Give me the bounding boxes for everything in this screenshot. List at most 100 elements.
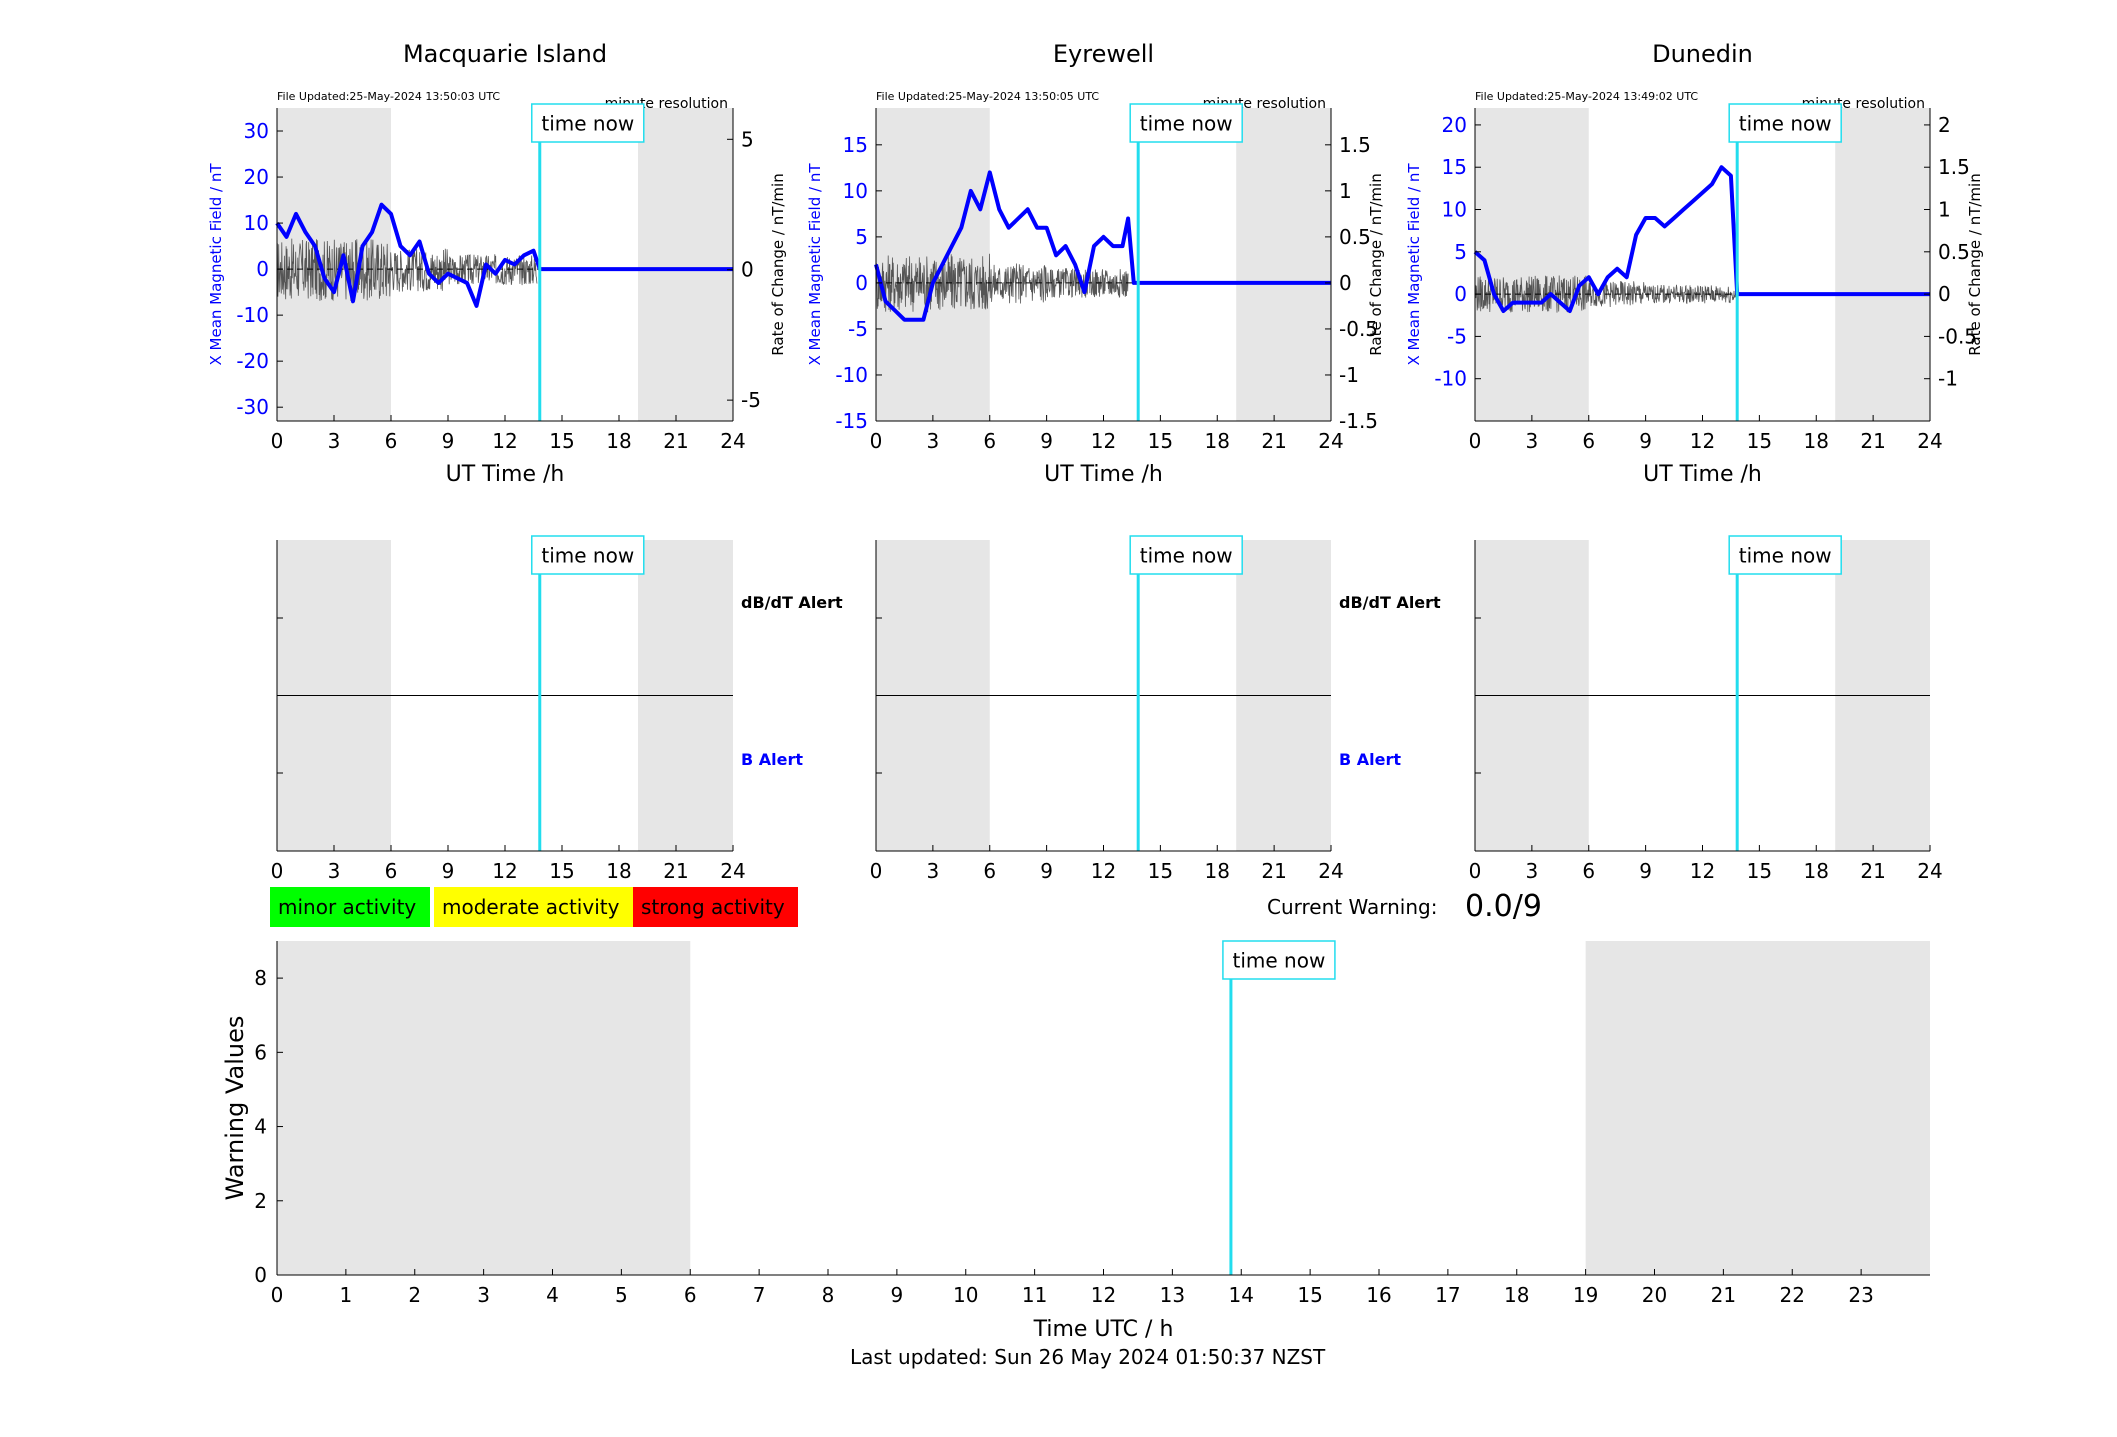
y-tick-label: -30 (236, 395, 269, 419)
x-tick-label: 6 (983, 429, 996, 453)
x-tick-label: 9 (442, 429, 455, 453)
file-updated-text: File Updated:25-May-2024 13:50:03 UTC (277, 90, 500, 103)
last-updated-text: Last updated: Sun 26 May 2024 01:50:37 N… (850, 1345, 1326, 1369)
x-tick-label: 18 (1804, 859, 1829, 883)
x-tick-label: 5 (615, 1283, 628, 1307)
x-tick-label: 9 (1040, 429, 1053, 453)
db-alert-label: dB/dT Alert (741, 593, 843, 612)
x-tick-label: 24 (1318, 429, 1343, 453)
y2-tick-label: 0.5 (1938, 240, 1970, 264)
x-tick-label: 21 (663, 429, 688, 453)
x-tick-label: 23 (1848, 1283, 1873, 1307)
station-title: Dunedin (1652, 40, 1753, 68)
y2-tick-label: 0 (1938, 282, 1951, 306)
x-tick-label: 15 (1747, 429, 1772, 453)
magnetic-field-line (874, 170, 1331, 322)
y2-tick-label: 1.5 (1339, 133, 1371, 157)
x-tick-label: 0 (271, 1283, 284, 1307)
y-tick-label: 5 (1454, 240, 1467, 264)
y2-tick-label: -5 (741, 388, 761, 412)
x-tick-label: 21 (1711, 1283, 1736, 1307)
x-tick-label: 12 (1690, 429, 1715, 453)
x-tick-label: 18 (606, 859, 631, 883)
x-tick-label: 12 (1091, 429, 1116, 453)
x-tick-label: 24 (1318, 859, 1343, 883)
x-tick-label: 3 (1526, 429, 1539, 453)
x-tick-label: 6 (983, 859, 996, 883)
x-tick-label: 17 (1435, 1283, 1460, 1307)
station-title: Macquarie Island (403, 40, 607, 68)
x-tick-label: 15 (549, 859, 574, 883)
time-now-label: time now (1233, 949, 1326, 973)
y-tick-label: -10 (236, 303, 269, 327)
y2-tick-label: 2 (1938, 113, 1951, 137)
y2-tick-label: 5 (741, 127, 754, 151)
y-tick-label: 0 (254, 1263, 267, 1287)
y2-tick-label: -1.5 (1339, 409, 1378, 433)
y-tick-label: 15 (1442, 155, 1467, 179)
current-warning-label: Current Warning: (1267, 895, 1437, 919)
time-now-label: time now (1739, 112, 1832, 136)
x-tick-label: 18 (1504, 1283, 1529, 1307)
x-tick-label: 10 (953, 1283, 978, 1307)
x-tick-label: 0 (1469, 859, 1482, 883)
time-now-box (1728, 535, 1842, 575)
legend-swatch (434, 887, 634, 927)
time-now-box (1728, 103, 1842, 143)
y-tick-label: 10 (843, 179, 868, 203)
y-tick-label: 0 (855, 271, 868, 295)
time-now-label: time now (1140, 112, 1233, 136)
time-now-label: time now (541, 544, 634, 568)
y-tick-label: 10 (244, 211, 269, 235)
x-tick-label: 21 (663, 859, 688, 883)
x-tick-label: 15 (1297, 1283, 1322, 1307)
y-tick-label: 6 (254, 1040, 267, 1064)
x-tick-label: 6 (1582, 859, 1595, 883)
x-tick-label: 18 (1205, 429, 1230, 453)
x-tick-label: 12 (1690, 859, 1715, 883)
x-tick-label: 0 (1469, 429, 1482, 453)
left-y-axis-label: X Mean Magnetic Field / nT (806, 163, 824, 366)
night-shade (1835, 108, 1930, 421)
rate-of-change-line (276, 238, 538, 302)
legend-label: minor activity (278, 895, 416, 919)
time-now-box (531, 103, 645, 143)
y-tick-label: -15 (835, 409, 868, 433)
y2-tick-label: 1 (1339, 179, 1352, 203)
x-tick-label: 9 (442, 859, 455, 883)
magnetic-field-line (1473, 165, 1930, 313)
x-tick-label: 12 (492, 859, 517, 883)
x-tick-label: 4 (546, 1283, 559, 1307)
y-tick-label: 15 (843, 133, 868, 157)
x-tick-label: 9 (891, 1283, 904, 1307)
x-tick-label: 16 (1366, 1283, 1391, 1307)
time-now-label: time now (1140, 544, 1233, 568)
y-tick-label: 20 (1442, 113, 1467, 137)
legend-label: strong activity (641, 895, 785, 919)
x-tick-label: 12 (1091, 859, 1116, 883)
x-tick-label: 7 (753, 1283, 766, 1307)
legend-swatch (633, 887, 798, 927)
x-tick-label: 15 (1148, 429, 1173, 453)
x-tick-label: 2 (408, 1283, 421, 1307)
y-tick-label: 5 (855, 225, 868, 249)
x-tick-label: 20 (1642, 1283, 1667, 1307)
y-tick-label: 10 (1442, 198, 1467, 222)
x-tick-label: 15 (549, 429, 574, 453)
right-y-axis-label: Rate of Change / nT/min (1367, 173, 1385, 355)
y-tick-label: 30 (244, 119, 269, 143)
y2-tick-label: 0 (1339, 271, 1352, 295)
x-tick-label: 18 (606, 429, 631, 453)
y-tick-label: 20 (244, 165, 269, 189)
x-tick-label: 3 (1526, 859, 1539, 883)
y2-tick-label: 0.5 (1339, 225, 1371, 249)
x-tick-label: 12 (492, 429, 517, 453)
x-tick-label: 9 (1639, 429, 1652, 453)
time-now-box (531, 535, 645, 575)
x-tick-label: 15 (1148, 859, 1173, 883)
x-tick-label: 15 (1747, 859, 1772, 883)
x-tick-label: 22 (1780, 1283, 1805, 1307)
y2-tick-label: -0.5 (1938, 324, 1977, 348)
y-axis-label: Warning Values (221, 1016, 249, 1201)
x-tick-label: 6 (385, 859, 398, 883)
